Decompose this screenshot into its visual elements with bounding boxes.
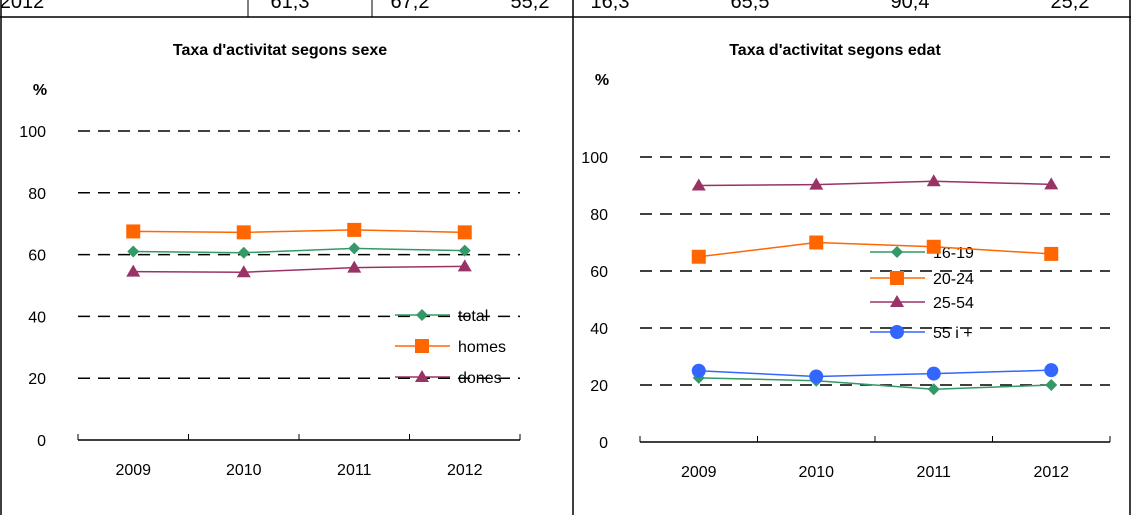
legend-marker — [416, 309, 428, 321]
x-tick-label: 2012 — [1033, 464, 1069, 481]
legend-marker — [890, 295, 904, 307]
y-tick-label: 100 — [581, 150, 608, 167]
series-line — [698, 180, 1052, 187]
legend-marker — [415, 370, 429, 382]
x-tick-label: 2011 — [337, 462, 372, 479]
table-cell: 65,5 — [731, 0, 770, 13]
marker — [809, 369, 824, 384]
series-line — [133, 229, 465, 234]
y-tick-label: 100 — [19, 124, 46, 141]
table-cell: 16,3 — [591, 0, 630, 13]
marker — [691, 178, 706, 191]
chart-title: Taxa d'activitat segons sexe — [173, 42, 387, 59]
marker — [1044, 246, 1059, 261]
y-tick-label: 80 — [590, 207, 608, 224]
marker — [926, 174, 941, 187]
legend-label: total — [458, 308, 488, 325]
marker — [809, 235, 824, 250]
marker — [458, 244, 471, 257]
y-tick-label: 80 — [28, 186, 46, 203]
x-tick-label: 2009 — [681, 464, 717, 481]
legend-label: 55 i + — [933, 325, 973, 342]
marker — [809, 177, 824, 190]
marker — [691, 249, 706, 264]
series-line — [698, 241, 1052, 258]
table-cell: 90,4 — [891, 0, 930, 13]
marker — [127, 245, 140, 258]
y-tick-label: 60 — [590, 264, 608, 281]
marker — [457, 259, 472, 272]
marker — [926, 366, 941, 381]
marker — [236, 265, 251, 278]
legend-label: 25-54 — [933, 295, 974, 312]
marker — [457, 225, 472, 240]
marker — [236, 225, 251, 240]
y-tick-label: 20 — [28, 371, 46, 388]
table-cell: 2012 — [0, 0, 44, 13]
y-tick-label: 40 — [28, 309, 46, 326]
marker — [1044, 363, 1059, 378]
legend-label: 20-24 — [933, 271, 974, 288]
y-tick-label: 0 — [37, 433, 46, 450]
x-tick-label: 2009 — [115, 462, 151, 479]
legend-marker — [415, 339, 429, 353]
marker — [126, 224, 141, 239]
series-line — [133, 265, 465, 273]
series-line — [133, 247, 465, 254]
marker — [126, 264, 141, 277]
y-tick-label: 40 — [590, 321, 608, 338]
marker — [926, 239, 941, 254]
series-line — [698, 377, 1052, 391]
y-tick-label: 20 — [590, 378, 608, 395]
marker — [348, 242, 361, 255]
x-tick-label: 2011 — [917, 464, 952, 481]
marker — [927, 383, 940, 396]
legend-marker — [890, 325, 904, 339]
table-cell: 25,2 — [1051, 0, 1090, 13]
x-tick-label: 2012 — [447, 462, 483, 479]
y-tick-label: 60 — [28, 248, 46, 265]
marker — [691, 363, 706, 378]
marker — [237, 246, 250, 259]
legend-label: homes — [458, 339, 506, 356]
table-cell: 61,3 — [271, 0, 310, 13]
legend-marker — [891, 246, 903, 258]
series-line — [698, 369, 1052, 378]
x-tick-label: 2010 — [798, 464, 834, 481]
marker — [347, 260, 362, 273]
table-cell: 55,2 — [511, 0, 550, 13]
marker — [1045, 379, 1058, 391]
y-axis-label: % — [595, 72, 609, 89]
marker — [1044, 177, 1059, 190]
chart-title: Taxa d'activitat segons edat — [729, 42, 941, 59]
x-tick-label: 2010 — [226, 462, 262, 479]
marker — [347, 222, 362, 237]
y-axis-label: % — [33, 82, 47, 99]
legend-marker — [890, 271, 904, 285]
y-tick-label: 0 — [599, 435, 608, 452]
table-cell: 67,2 — [391, 0, 430, 13]
legend-label: dones — [458, 370, 502, 387]
